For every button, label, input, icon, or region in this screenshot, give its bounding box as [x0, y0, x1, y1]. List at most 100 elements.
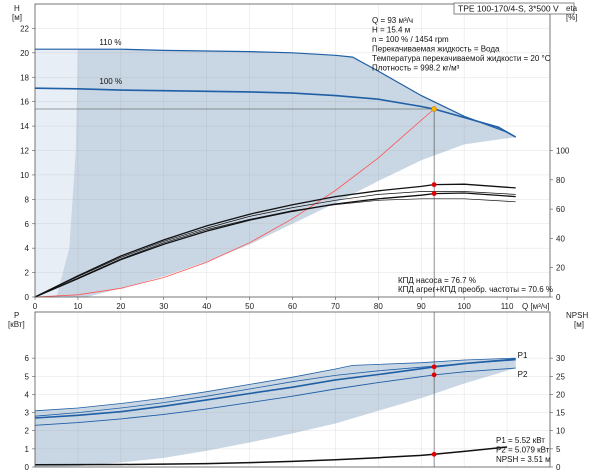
- head-x-tick-label: 60: [288, 302, 297, 311]
- duty-info-line: H = 15.4 м: [372, 26, 410, 35]
- npsh-axis-unit: NPSH: [566, 311, 588, 320]
- head-y-tick-label: 16: [20, 98, 29, 107]
- duty-info-block: Q = 93 м³/чH = 15.4 мn = 100 % / 1454 rp…: [372, 16, 551, 73]
- duty-info-line: Q = 93 м³/ч: [372, 16, 413, 25]
- eta-axis-unit: eta: [566, 4, 578, 13]
- head-y-tick-label: 0: [25, 293, 30, 302]
- head-y-tick-label: 20: [20, 49, 29, 58]
- npsh-y-tick-label: 30: [556, 354, 565, 363]
- power-ticks: 0 1 2 3 4 5 6 0 5 10 15 20 25 30: [25, 354, 566, 472]
- system-curve: [34, 108, 435, 298]
- duty-point-p2: [431, 372, 437, 378]
- npsh-y-tick-label: 10: [556, 427, 565, 436]
- power-info-line: P2 = 5.079 кВт: [496, 446, 550, 455]
- power-y-tick-label: 6: [25, 354, 30, 363]
- power-info-line: NPSH = 3.51 м: [496, 455, 551, 464]
- duty-point-eta-pump: [431, 182, 437, 188]
- power-info-line: P1 = 5.52 кВт: [496, 436, 545, 445]
- eta-y-tick-label: 20: [556, 264, 565, 273]
- eta-y-tick-label: 100: [556, 147, 570, 156]
- power-curve-p2-label: P2: [518, 370, 528, 379]
- head-grid: [35, 4, 550, 297]
- head-curve-100-label: 100 %: [99, 77, 122, 86]
- efficiency-info-line: КПД агрег+КПД преобр. частоты = 70.6 %: [398, 285, 553, 294]
- head-curve-110: [35, 48, 508, 133]
- power-axis-unit-kw: [кВт]: [8, 320, 25, 329]
- power-npsh-chart: P1 P2 0 1 2 3 4 5 6 0 5 10 15 20 25 30: [25, 311, 566, 472]
- head-y-tick-label: 8: [25, 195, 30, 204]
- head-y-tick-label: 18: [20, 73, 29, 82]
- head-x-tick-label: 70: [331, 302, 340, 311]
- power-y-tick-label: 5: [25, 372, 30, 381]
- power-chart-frame: [34, 311, 551, 468]
- power-curve-max: [34, 357, 516, 412]
- eta-axis-unit-pct: [%]: [566, 13, 578, 22]
- head-x-tick-label: 40: [202, 302, 211, 311]
- head-y-tick-label: 4: [25, 244, 30, 253]
- head-axis-unit-h: H: [14, 4, 20, 13]
- head-envelope-light-area: [35, 49, 78, 297]
- head-curve-110-label: 110 %: [99, 38, 121, 47]
- duty-point-eta-total: [431, 191, 437, 196]
- power-y-tick-label: 1: [25, 445, 30, 454]
- duty-info-line: Плотность = 998.2 кг/м³: [372, 64, 460, 73]
- pump-title: TPE 100-170/4-S, 3*500 V: [458, 4, 559, 14]
- head-curve-100: [34, 87, 517, 138]
- head-efficiency-chart: 110 %100 % 0 10 20 30 40 50 60 70 80 90 100 110 Q [м…: [20, 3, 570, 311]
- power-y-tick-label: 4: [25, 390, 30, 399]
- head-x-tick-label: 110: [501, 302, 514, 311]
- head-y-tick-label: 12: [20, 147, 29, 156]
- head-chart-frame: [34, 3, 551, 298]
- npsh-y-tick-label: 5: [556, 445, 561, 454]
- head-x-tick-label: 100: [457, 302, 471, 311]
- duty-info-line: n = 100 % / 1454 rpm: [372, 35, 449, 44]
- head-x-tick-label: 0: [33, 302, 38, 311]
- power-y-tick-label: 3: [25, 409, 30, 418]
- head-y-tick-label: 2: [25, 269, 30, 278]
- power-y-tick-label: 0: [25, 463, 30, 472]
- duty-point-p1: [431, 364, 437, 370]
- head-envelope-area: [35, 49, 516, 297]
- head-y-tick-label: 6: [25, 220, 30, 229]
- efficiency-info-block: КПД насоса = 76.7 %КПД агрег+КПД преобр.…: [398, 276, 553, 294]
- eta-y-tick-label: 80: [556, 176, 565, 185]
- duty-point-npsh: [431, 451, 437, 457]
- power-curve-mid: [34, 359, 516, 417]
- power-series: P1 P2: [34, 312, 528, 467]
- power-curve-p1-label: P1: [518, 351, 528, 360]
- eta-y-tick-label: 0: [556, 293, 561, 302]
- npsh-y-tick-label: 15: [556, 409, 565, 418]
- duty-point-head: [431, 106, 437, 112]
- head-axis-unit-m: [м]: [12, 13, 22, 22]
- efficiency-info-line: КПД насоса = 76.7 %: [398, 276, 476, 285]
- power-curve-p2: [34, 367, 516, 426]
- power-curve-p1: [34, 358, 516, 419]
- eta-curve-aux: [34, 191, 516, 298]
- head-x-tick-label: 80: [374, 302, 383, 311]
- head-y-tick-label: 22: [20, 24, 29, 33]
- head-series: 110 % 100 %: [34, 38, 517, 298]
- duty-info-line: Температура перекачиваемой жидкости = 20…: [372, 54, 551, 63]
- power-y-tick-label: 2: [25, 427, 30, 436]
- head-x-tick-label: 50: [245, 302, 254, 311]
- duty-info-line: Перекачиваемая жидкость = Вода: [372, 45, 500, 54]
- eta-y-tick-label: 40: [556, 234, 565, 243]
- power-envelope-area: [35, 358, 516, 467]
- head-x-tick-label: 10: [73, 302, 82, 311]
- npsh-y-tick-label: 20: [556, 390, 565, 399]
- head-x-tick-label: 20: [116, 302, 125, 311]
- eta-y-tick-label: 60: [556, 205, 565, 214]
- head-x-axis-label: Q [м³/ч]: [522, 302, 549, 311]
- head-y-tick-label: 10: [20, 171, 29, 180]
- npsh-y-tick-label: 25: [556, 372, 565, 381]
- npsh-y-tick-label: 0: [556, 463, 561, 472]
- power-axis-unit-p: P: [14, 311, 19, 320]
- head-x-tick-label: 90: [417, 302, 426, 311]
- head-x-tick-label: 30: [159, 302, 168, 311]
- power-grid: [35, 312, 550, 467]
- head-ticks: 0 10 20 30 40 50 60 70 80 90 100 110 Q [м³/ч]0246810…: [20, 24, 570, 311]
- title-box: [453, 2, 575, 15]
